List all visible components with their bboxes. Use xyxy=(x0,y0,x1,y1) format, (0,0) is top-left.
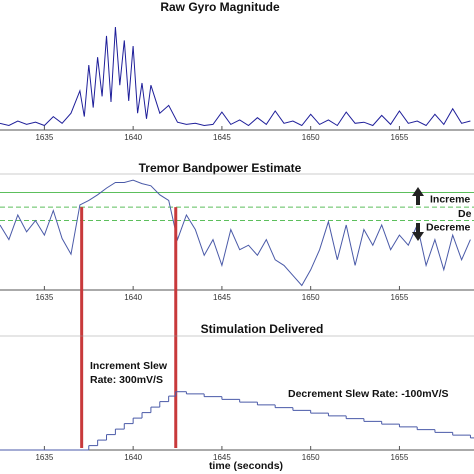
x-axis-label: time (seconds) xyxy=(209,460,283,472)
x-tick-label: 1635 xyxy=(35,453,53,462)
chart-title: Tremor Bandpower Estimate xyxy=(139,161,302,175)
series-line xyxy=(0,179,471,287)
x-tick-label: 1655 xyxy=(391,133,409,142)
x-tick-label: 1635 xyxy=(35,133,53,142)
x-tick-label: 1650 xyxy=(302,453,320,462)
x-tick-label: 1640 xyxy=(124,453,142,462)
x-tick-label: 1655 xyxy=(391,293,409,302)
annotation: Rate: 300mV/S xyxy=(90,374,163,386)
x-tick-label: 1650 xyxy=(302,133,320,142)
decrement-arrow xyxy=(412,223,424,241)
arrows xyxy=(412,187,424,241)
x-tick-label: 1640 xyxy=(124,293,142,302)
threshold-label: Decreme xyxy=(426,221,471,233)
increment-arrow xyxy=(412,187,424,205)
threshold-label: De xyxy=(458,208,472,220)
x-tick-label: 1645 xyxy=(213,293,231,302)
x-tick-label: 1645 xyxy=(213,133,231,142)
x-tick-label: 1655 xyxy=(391,453,409,462)
x-tick-label: 1645 xyxy=(213,453,231,462)
chart-title: Raw Gyro Magnitude xyxy=(160,0,280,14)
series-line xyxy=(0,26,471,127)
chart-title: Stimulation Delivered xyxy=(201,322,324,336)
x-tick-label: 1640 xyxy=(124,133,142,142)
x-tick-label: 1650 xyxy=(302,293,320,302)
annotation: Decrement Slew Rate: -100mV/S xyxy=(288,388,448,400)
threshold-label: Increme xyxy=(430,193,470,205)
x-tick-label: 1635 xyxy=(35,293,53,302)
annotation: Increment Slew xyxy=(90,360,168,372)
